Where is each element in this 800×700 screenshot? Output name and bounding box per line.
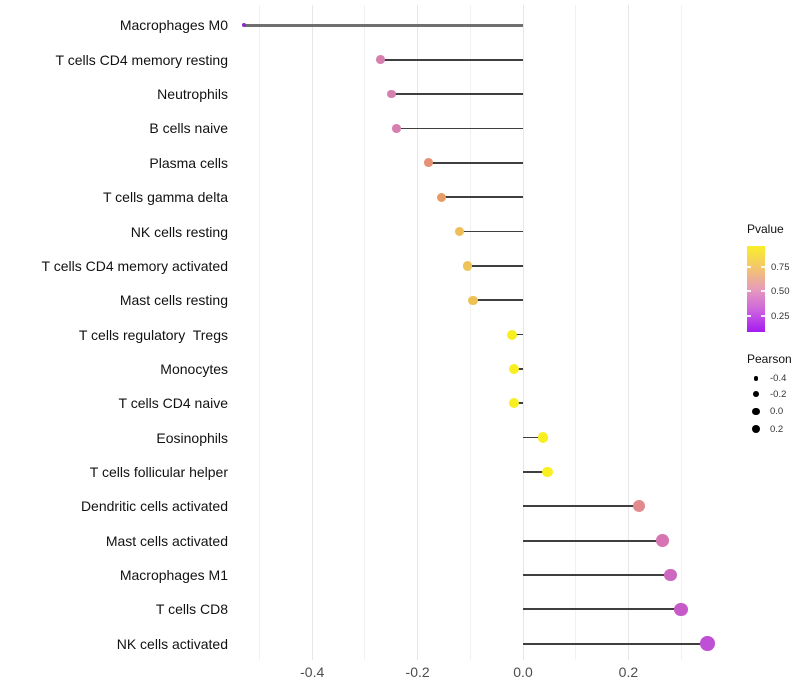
y-axis-label: Macrophages M0 — [119, 17, 228, 34]
gridline-major — [522, 5, 524, 660]
pearson-size-dot — [753, 391, 759, 398]
y-axis-label: Macrophages M1 — [119, 567, 228, 583]
y-axis-label: T cells CD8 — [155, 601, 228, 618]
lollipop-dot — [392, 124, 401, 133]
gridline-minor — [575, 5, 577, 660]
gridline-minor — [259, 5, 260, 660]
lollipop-segment — [523, 505, 639, 508]
lollipop-dot — [633, 500, 645, 513]
lollipop-dot — [241, 23, 246, 28]
lollipop-segment — [428, 161, 523, 164]
lollipop-segment — [523, 539, 663, 542]
lollipop-segment — [472, 299, 523, 302]
pearson-size-label: 0.2 — [770, 423, 784, 435]
y-axis-label: NK cells activated — [116, 635, 228, 652]
y-axis-label: Eosinophils — [156, 429, 228, 446]
lollipop-dot — [537, 432, 549, 443]
x-tick-label: -0.4 — [300, 664, 325, 680]
x-tick-label: 0.0 — [513, 664, 533, 680]
lollipop-dot — [656, 534, 669, 547]
gridline-major — [417, 5, 419, 660]
lollipop-segment — [396, 127, 523, 130]
lollipop-dot — [664, 568, 677, 582]
lollipop-dot — [508, 398, 519, 409]
gridline-major — [627, 5, 629, 660]
gridline-minor — [364, 5, 366, 660]
y-axis-label: T cells CD4 memory activated — [41, 257, 228, 274]
lollipop-dot — [462, 261, 473, 271]
lollipop-segment — [380, 58, 523, 61]
pvalue-legend-title: Pvalue — [747, 222, 784, 236]
colorbar-tick-label: 0.25 — [771, 310, 790, 322]
pearson-legend-title: Pearson — [747, 352, 792, 366]
lollipop-dot — [376, 55, 386, 65]
pearson-size-label: -0.2 — [770, 388, 787, 400]
colorbar-tick-mark — [761, 290, 765, 292]
colorbar-tick-mark — [747, 315, 751, 317]
lollipop-dot — [674, 602, 688, 617]
lollipop-dot — [506, 329, 517, 340]
y-axis-label: B cells naive — [149, 120, 228, 137]
x-tick-label: 0.2 — [618, 664, 639, 680]
gridline-minor — [469, 5, 471, 660]
y-axis-label: Dendritic cells activated — [80, 498, 228, 515]
lollipop-dot — [468, 295, 478, 305]
lollipop-dot — [542, 466, 554, 478]
lollipop-segment — [523, 642, 708, 645]
lollipop-segment — [243, 24, 523, 27]
colorbar-tick-mark — [761, 315, 765, 317]
y-axis-label: T cells gamma delta — [102, 189, 228, 206]
colorbar-tick-mark — [747, 290, 751, 292]
lollipop-segment — [441, 196, 523, 199]
lollipop-dot — [436, 192, 446, 202]
y-axis-label: T cells CD4 memory resting — [55, 51, 228, 68]
lollipop-segment — [467, 264, 523, 267]
lollipop-dot — [508, 363, 519, 374]
y-axis-label: T cells CD4 naive — [118, 395, 228, 412]
lollipop-segment — [523, 608, 682, 611]
pvalue-colorbar — [747, 246, 765, 332]
y-axis-label: Mast cells resting — [119, 292, 228, 309]
colorbar-tick-mark — [761, 266, 765, 268]
lollipop-segment — [523, 436, 544, 439]
y-axis-label: Neutrophils — [157, 86, 228, 103]
lollipop-segment — [523, 574, 671, 576]
lollipop-dot — [700, 636, 715, 652]
lollipop-segment — [511, 333, 523, 336]
y-axis-label: NK cells resting — [130, 223, 228, 240]
pearson-size-dot — [752, 408, 760, 416]
y-axis-label: T cells follicular helper — [89, 463, 228, 480]
colorbar-tick-mark — [747, 266, 751, 268]
gridline-major — [311, 5, 313, 660]
lollipop-segment — [391, 93, 523, 95]
pearson-size-label: 0.0 — [770, 406, 784, 418]
lollipop-segment — [459, 230, 523, 233]
pearson-size-dot — [753, 376, 759, 381]
lollipop-dot — [386, 89, 396, 99]
y-axis-label: Mast cells activated — [105, 532, 228, 549]
lollipop-dot — [455, 226, 465, 237]
lollipop-segment — [523, 471, 548, 473]
x-tick-label: -0.2 — [405, 664, 430, 680]
pearson-size-label: -0.4 — [770, 372, 787, 384]
colorbar-tick-label: 0.50 — [771, 285, 790, 297]
y-axis-label: Monocytes — [160, 360, 228, 377]
pearson-size-dot — [751, 424, 761, 434]
y-axis-label: T cells regulatory Tregs — [78, 326, 228, 343]
gridline-minor — [680, 5, 682, 660]
lollipop-dot — [423, 158, 433, 168]
colorbar-tick-label: 0.75 — [771, 261, 790, 273]
y-axis-label: Plasma cells — [149, 154, 228, 171]
